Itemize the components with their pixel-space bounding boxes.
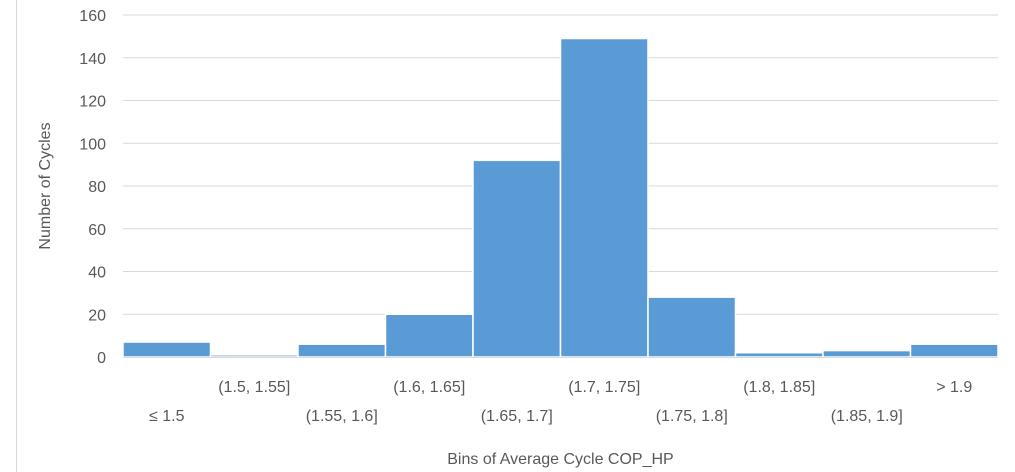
x-tick-label: ≤ 1.5: [149, 408, 185, 425]
bar: [209, 354, 299, 358]
x-tick-label: (1.8, 1.85]: [743, 379, 815, 396]
grid-lines: [123, 14, 998, 315]
x-tick-label: (1.55, 1.6]: [306, 408, 378, 425]
bar: [384, 313, 474, 358]
y-axis-ticks: 0 20 40 60 80 100 120 140 160: [79, 8, 106, 367]
chart-frame: [16, 0, 1015, 472]
bar: [297, 343, 387, 358]
y-tick-label: 120: [79, 94, 106, 111]
bar: [559, 37, 649, 358]
y-axis-title: Number of Cycles: [37, 122, 54, 249]
y-tick-label: 40: [88, 265, 106, 282]
bar: [909, 343, 999, 358]
x-axis-title: Bins of Average Cycle COP_HP: [447, 451, 673, 468]
bar: [472, 159, 562, 358]
x-tick-label: (1.6, 1.65]: [393, 379, 465, 396]
bar: [822, 349, 912, 358]
x-tick-label: (1.5, 1.55]: [218, 379, 290, 396]
x-tick-label: (1.85, 1.9]: [831, 408, 903, 425]
y-tick-label: 100: [79, 136, 106, 153]
x-tick-label: > 1.9: [936, 379, 972, 396]
y-tick-label: 0: [97, 350, 106, 367]
x-axis-ticks: ≤ 1.5 (1.5, 1.55] (1.55, 1.6] (1.6, 1.65] (1…: [149, 379, 972, 425]
x-tick-label: (1.7, 1.75]: [568, 379, 640, 396]
y-tick-label: 60: [88, 222, 106, 239]
bar: [734, 351, 824, 358]
y-tick-label: 140: [79, 51, 106, 68]
bars: [122, 37, 999, 358]
y-tick-label: 80: [88, 179, 106, 196]
y-tick-label: 160: [79, 8, 106, 25]
y-tick-label: 20: [88, 307, 106, 324]
bar: [122, 341, 212, 358]
x-tick-label: (1.65, 1.7]: [481, 408, 553, 425]
bar: [647, 296, 737, 358]
x-tick-label: (1.75, 1.8]: [656, 408, 728, 425]
